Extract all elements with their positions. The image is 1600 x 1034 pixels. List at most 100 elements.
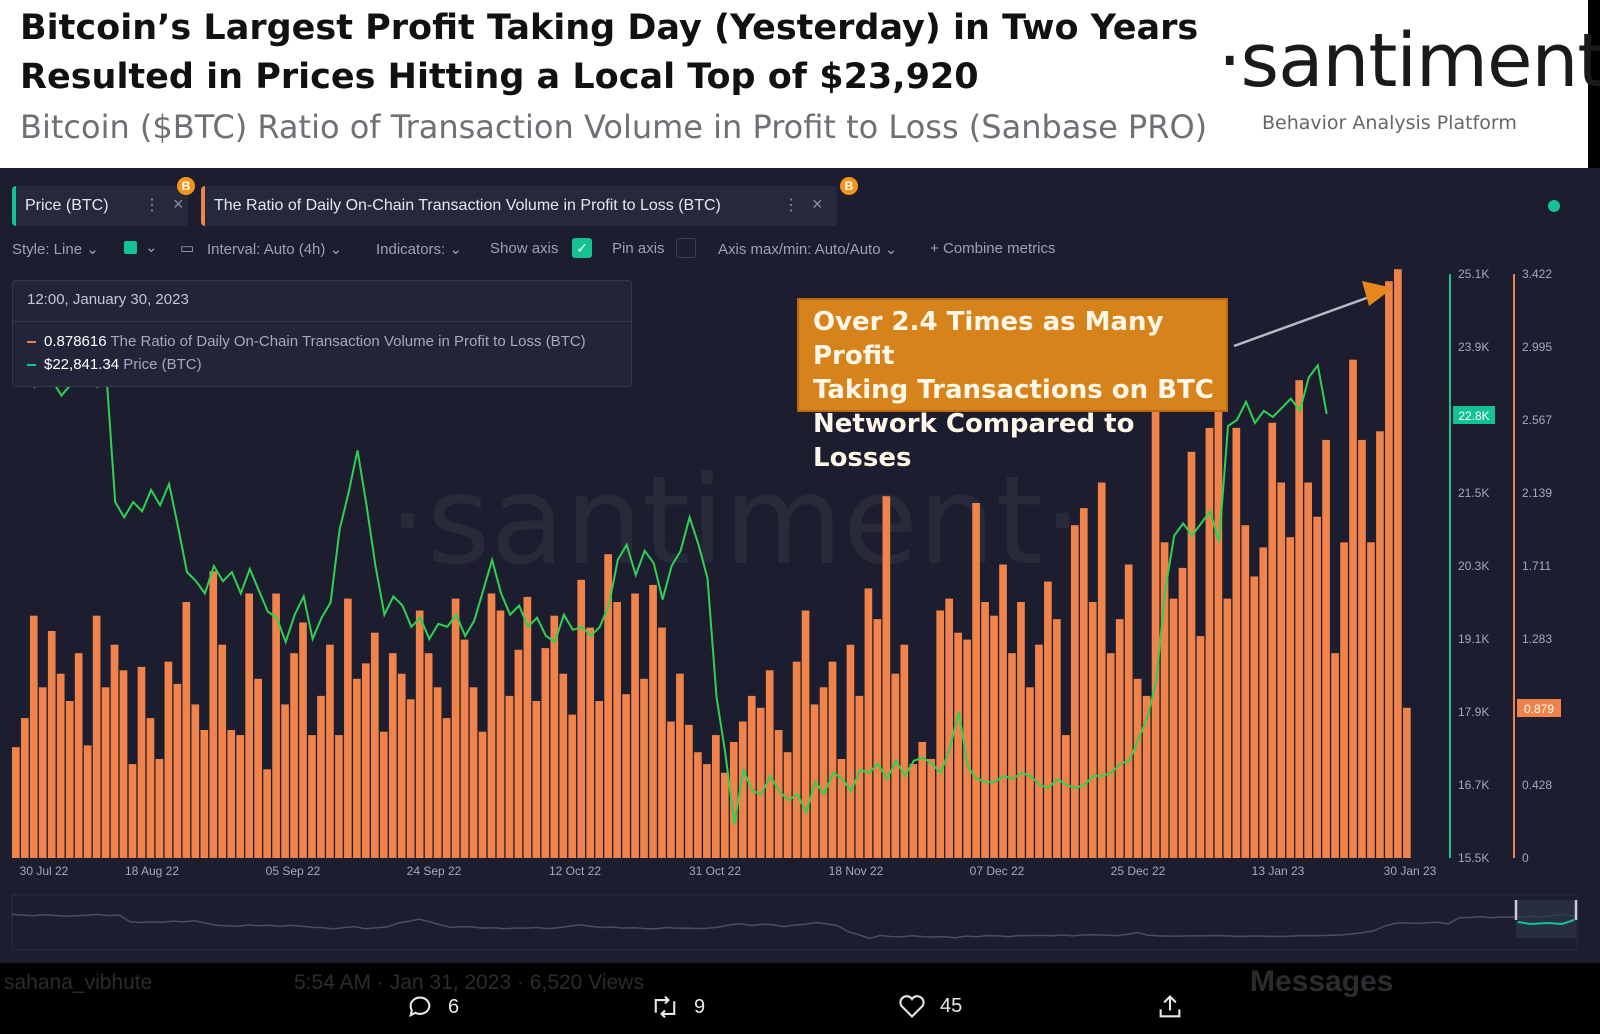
ratio-bar — [65, 701, 74, 858]
ratio-bar — [1394, 269, 1402, 858]
style-label: Style: Line — [12, 241, 83, 258]
ratio-bar — [882, 496, 891, 858]
tab-color-bar — [201, 186, 205, 226]
tab-ratio-profit-loss[interactable]: The Ratio of Daily On-Chain Transaction … — [201, 186, 837, 226]
ratio-bar — [783, 752, 792, 858]
ratio-bar — [1133, 678, 1142, 858]
ratio-bar — [1151, 329, 1160, 858]
tab-color-bar — [12, 186, 16, 226]
reply-button[interactable]: 6 — [406, 993, 459, 1021]
retweet-button[interactable]: 9 — [650, 993, 705, 1021]
messages-label[interactable]: Messages — [1250, 965, 1394, 998]
ratio-bar — [101, 687, 110, 858]
x-axis-ticks: 30 Jul 22 18 Aug 22 05 Sep 22 24 Sep 22 12 O… — [20, 864, 1437, 878]
share-button[interactable] — [1156, 993, 1198, 1021]
tweet-timestamp: 5:54 AM · Jan 31, 2023 · 6,520 Views — [294, 971, 644, 994]
ratio-bar — [164, 661, 173, 858]
ratio-bar — [873, 619, 882, 858]
share-icon — [1159, 995, 1181, 1018]
chart-toolbar: Style: Line ⌄ ⌄ ▭ Interval: Auto (4h) ⌄ … — [12, 238, 1112, 260]
heart-icon — [899, 995, 925, 1018]
show-axis-checkbox[interactable]: ✓ — [572, 238, 592, 258]
tab-price-btc[interactable]: Price (BTC) ⋮ × — [12, 186, 188, 226]
ratio-bar — [478, 731, 487, 858]
indicators-select[interactable]: Indicators: ⌄ — [376, 241, 462, 258]
ratio-bar — [424, 653, 433, 858]
ratio-bar — [658, 627, 666, 858]
ratio-bar — [326, 644, 334, 858]
ratio-bar — [245, 593, 253, 858]
ratio-bars — [12, 269, 1411, 858]
price-value: $22,841.34 — [44, 356, 120, 373]
pin-axis-checkbox[interactable] — [676, 238, 696, 258]
ratio-bar — [1187, 451, 1196, 858]
ratio-bar — [1079, 508, 1088, 858]
x-tick-label: 30 Jul 22 — [20, 864, 69, 878]
close-icon[interactable]: × — [812, 194, 823, 214]
ratio-bar — [631, 593, 639, 858]
chart-svg[interactable]: ·santiment· 25.1K 23.9K 22.8K 21.5K 20.3K 19.… — [0, 248, 1600, 963]
ratio-bar — [523, 596, 532, 858]
ratio-bar — [1277, 482, 1286, 858]
interval-select[interactable]: Interval: Auto (4h) ⌄ — [207, 241, 343, 258]
more-icon[interactable]: ⋮ — [144, 197, 160, 214]
ratio-bar — [604, 554, 612, 858]
ratio-bar — [541, 648, 550, 858]
ratio-bar — [1070, 525, 1079, 858]
retweet-icon — [654, 995, 676, 1019]
ratio-bar — [999, 564, 1007, 858]
annotation-callout: Over 2.4 Times as Many Profit Taking Tra… — [797, 298, 1228, 473]
ratio-bar — [155, 759, 164, 858]
ratio-bar — [954, 632, 962, 858]
ratio-bar — [173, 683, 182, 858]
close-icon[interactable]: × — [173, 194, 184, 214]
color-swatch[interactable] — [124, 241, 137, 254]
x-tick-label: 05 Sep 22 — [266, 864, 321, 878]
author-handle[interactable]: sahana_vibhute — [4, 971, 153, 994]
axis-minmax-select[interactable]: Axis max/min: Auto/Auto ⌄ — [718, 241, 898, 258]
combine-metrics-label: Combine metrics — [942, 240, 1056, 257]
axis-minmax-label: Axis max/min: Auto/Auto — [718, 241, 881, 258]
ratio-bar — [936, 610, 945, 858]
tab-label: The Ratio of Daily On-Chain Transaction … — [214, 197, 721, 214]
ratio-bar — [774, 730, 783, 858]
ratio-bar — [344, 598, 352, 858]
ratio-bar — [74, 653, 83, 858]
combine-metrics-button[interactable]: + Combine metrics — [930, 240, 1056, 257]
ratio-bar — [1008, 653, 1016, 858]
ratio-bar — [119, 670, 128, 858]
tooltip-divider — [13, 321, 631, 322]
ratio-bar — [1304, 482, 1312, 858]
ratio-bar — [595, 701, 603, 858]
ratio-bar — [720, 772, 729, 858]
tab-label: Price (BTC) — [25, 197, 109, 214]
like-button[interactable]: 45 — [898, 993, 962, 1019]
ratio-bar — [622, 694, 630, 858]
x-tick-label: 13 Jan 23 — [1252, 864, 1305, 878]
ratio-bar — [29, 615, 38, 858]
ratio-bar — [12, 747, 20, 858]
ratio-bar — [1232, 427, 1241, 858]
ratio-bar — [227, 730, 236, 858]
ratio-bar — [1250, 576, 1259, 858]
ratio-bar — [137, 666, 146, 858]
ratio-bar — [128, 764, 137, 858]
ratio-bar — [990, 615, 998, 858]
ratio-bar — [918, 742, 927, 858]
ratio-bar — [254, 678, 262, 858]
navigator-window[interactable] — [1516, 900, 1576, 938]
chevron-down-icon[interactable]: ⌄ — [145, 239, 158, 256]
ratio-bar — [577, 579, 586, 858]
navigator[interactable] — [11, 894, 1578, 951]
ratio-bar — [846, 644, 855, 858]
ratio-axis-ticks: 3.422 2.995 2.567 2.139 1.711 1.283 0.879 0.428… — [1522, 267, 1552, 865]
ratio-tick-label: 2.567 — [1522, 413, 1552, 427]
more-icon[interactable]: ⋮ — [783, 197, 799, 214]
ratio-bar — [729, 742, 738, 858]
ratio-bar — [550, 615, 559, 858]
ratio-bar — [451, 598, 460, 858]
ratio-bar — [1223, 598, 1232, 858]
ratio-bar — [1044, 581, 1052, 858]
ratio-bar — [694, 752, 702, 858]
style-select[interactable]: Style: Line ⌄ — [12, 241, 99, 258]
